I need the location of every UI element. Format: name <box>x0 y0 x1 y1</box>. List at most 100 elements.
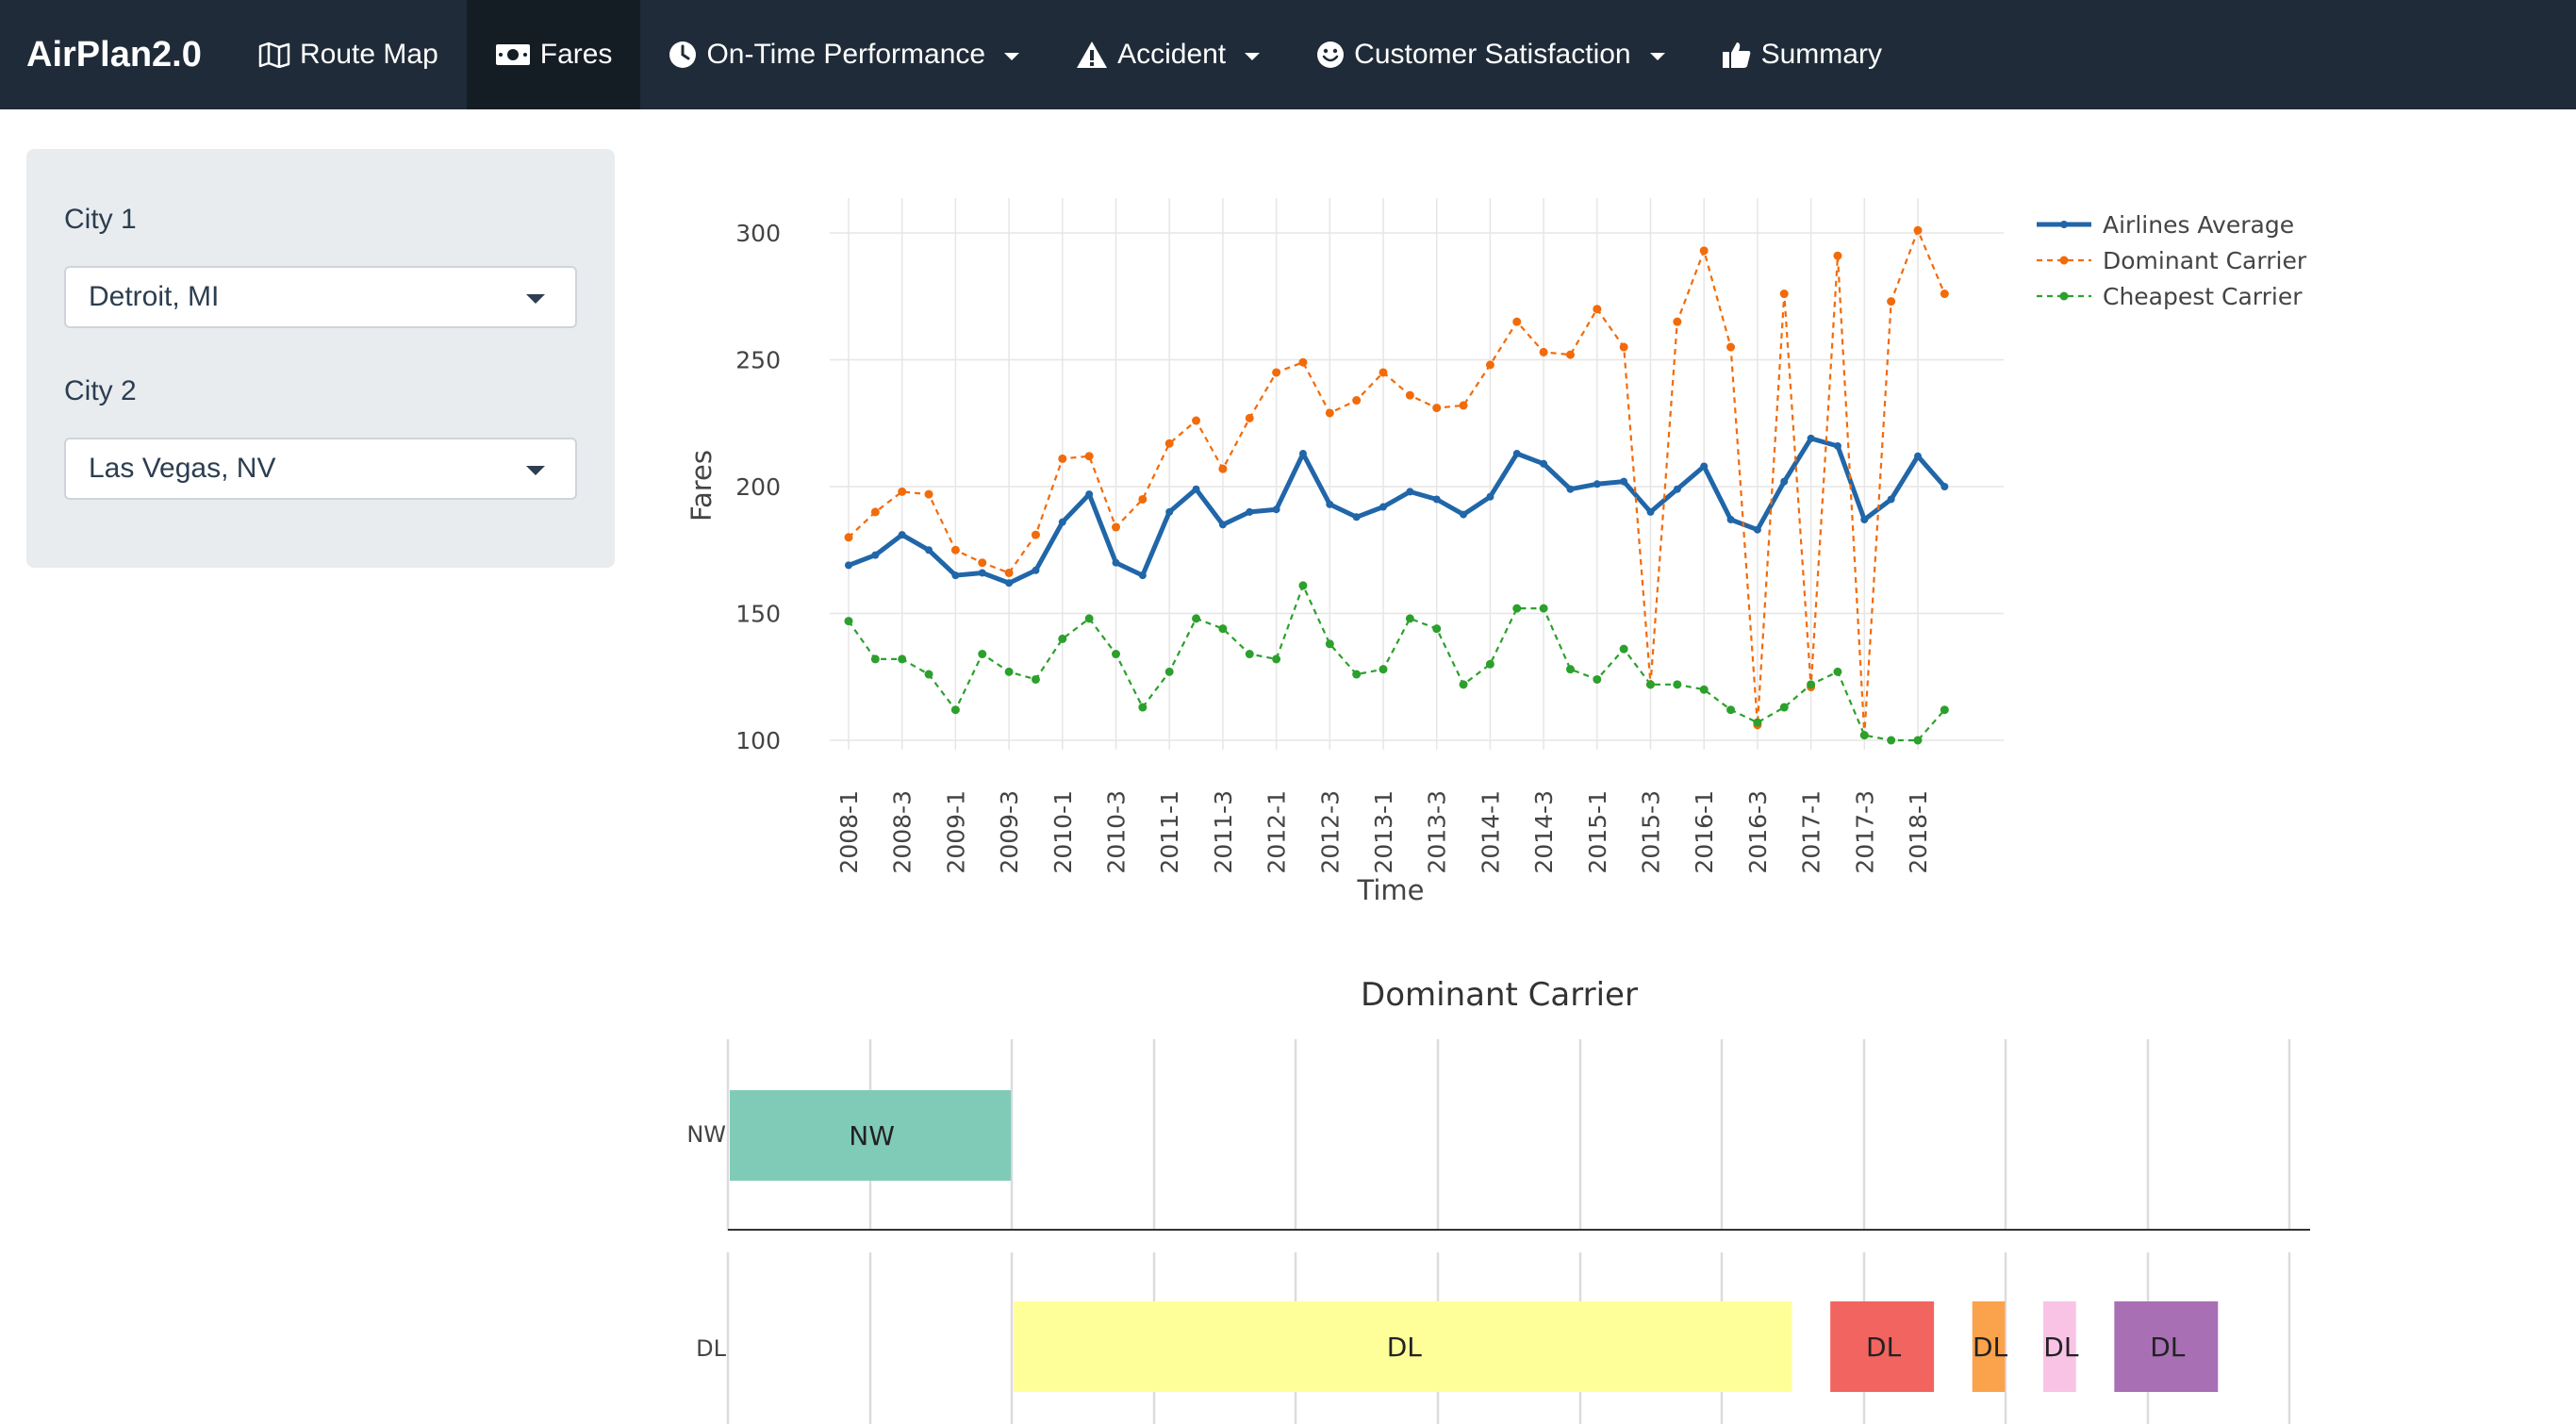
data-point <box>978 558 987 568</box>
gantt-title: Dominant Carrier <box>1361 976 1638 1014</box>
data-point <box>1326 500 1334 508</box>
data-point <box>1512 604 1522 613</box>
nav-summary[interactable]: Summary <box>1693 0 1910 109</box>
data-point <box>1218 464 1228 473</box>
data-point <box>898 531 906 539</box>
data-point <box>1432 624 1442 634</box>
data-point <box>1887 736 1896 745</box>
data-point <box>978 569 986 577</box>
data-point <box>1112 650 1120 659</box>
x-tick-label: 2008-3 <box>889 790 916 874</box>
gantt-bar <box>1014 1301 1792 1392</box>
data-point <box>1379 665 1388 674</box>
data-point <box>1032 566 1040 574</box>
data-point <box>1833 441 1841 450</box>
series-line-0 <box>848 436 1947 586</box>
data-point <box>1298 581 1308 590</box>
nav-customer-satisfaction[interactable]: Customer Satisfaction <box>1288 0 1693 109</box>
x-tick-label: 2009-3 <box>996 790 1023 874</box>
nav-customer-satisfaction-label: Customer Satisfaction <box>1354 39 1631 70</box>
data-point <box>1940 483 1949 490</box>
nav-accident[interactable]: Accident <box>1048 0 1288 109</box>
data-point <box>1192 614 1201 623</box>
thumbs-up-icon <box>1722 42 1750 68</box>
brand-logo[interactable]: AirPlan2.0 <box>26 34 202 75</box>
x-tick-label: 2010-1 <box>1049 790 1077 874</box>
data-point <box>1192 416 1201 425</box>
chevron-down-icon <box>526 294 545 304</box>
data-point <box>1539 347 1548 356</box>
data-point <box>1165 507 1174 516</box>
x-tick-label: 2013-1 <box>1370 790 1397 874</box>
clock-icon <box>669 41 697 68</box>
x-tick-label: 2017-3 <box>1851 790 1878 874</box>
data-point <box>1058 454 1067 463</box>
gantt-bar <box>1972 1301 2006 1392</box>
x-tick-label: 2010-3 <box>1103 790 1131 874</box>
data-point <box>1940 705 1949 715</box>
data-point <box>1325 639 1334 649</box>
data-point <box>1593 674 1602 684</box>
y-tick-label: 250 <box>735 347 781 374</box>
x-tick-label: 2011-3 <box>1210 790 1237 874</box>
legend-label: Cheapest Carrier <box>2103 283 2303 310</box>
data-point <box>1005 579 1014 588</box>
data-point <box>1780 477 1789 486</box>
data-point <box>1699 685 1709 694</box>
data-point <box>1619 644 1628 654</box>
data-point <box>1245 650 1254 659</box>
data-point <box>1565 350 1575 359</box>
data-point <box>1246 507 1254 516</box>
data-point <box>1646 680 1655 689</box>
data-point <box>844 533 853 542</box>
x-tick-label: 2015-1 <box>1584 790 1611 874</box>
data-point <box>1245 413 1254 422</box>
data-point <box>1031 674 1040 684</box>
data-point <box>844 617 853 626</box>
data-point <box>1859 731 1869 740</box>
city2-label: City 2 <box>64 375 137 406</box>
data-point <box>1539 604 1548 613</box>
data-point <box>1112 558 1120 567</box>
data-point <box>1352 670 1362 679</box>
data-point <box>1726 342 1736 352</box>
data-point <box>1485 360 1494 370</box>
data-point <box>950 705 960 715</box>
city1-select[interactable]: Detroit, MI <box>64 266 577 328</box>
nav-fares[interactable]: Fares <box>466 0 641 109</box>
data-point <box>1726 515 1735 523</box>
data-point <box>1272 368 1281 377</box>
legend-marker <box>2060 221 2068 228</box>
data-point <box>1913 225 1923 235</box>
data-point <box>1405 390 1414 400</box>
data-point <box>1699 246 1709 256</box>
city2-select[interactable]: Las Vegas, NV <box>64 438 577 500</box>
data-point <box>978 650 987 659</box>
data-point <box>898 487 907 496</box>
x-axis-title: Time <box>1357 874 1425 906</box>
nav-route-map[interactable]: Route Map <box>230 0 467 109</box>
x-tick-label: 2015-3 <box>1638 790 1665 874</box>
data-point <box>1807 680 1816 689</box>
data-point <box>845 561 852 570</box>
series-line-1 <box>848 229 1946 737</box>
data-point <box>1138 571 1147 580</box>
city2-value: Las Vegas, NV <box>89 453 276 484</box>
data-point <box>1512 450 1521 458</box>
x-tick-label: 2008-1 <box>835 790 863 874</box>
nav-on-time-performance[interactable]: On-Time Performance <box>640 0 1048 109</box>
data-point <box>1779 703 1789 712</box>
map-icon <box>258 41 290 68</box>
data-point <box>1459 680 1468 689</box>
data-point <box>924 489 933 499</box>
x-tick-label: 2012-3 <box>1316 790 1344 874</box>
data-point <box>1486 492 1494 501</box>
data-point <box>1779 290 1789 299</box>
money-icon <box>495 44 530 65</box>
data-point <box>1112 522 1120 532</box>
chevron-down-icon <box>526 466 545 475</box>
series-line-2 <box>848 584 1946 742</box>
data-point <box>1031 530 1040 539</box>
data-point <box>1673 485 1681 493</box>
